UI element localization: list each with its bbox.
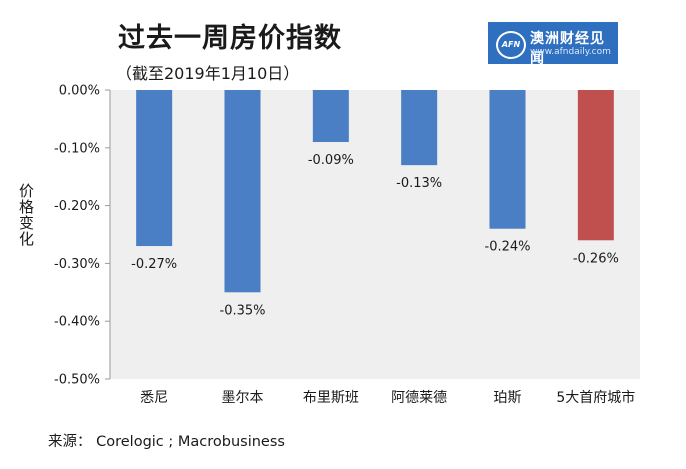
data-label: -0.26% [573, 251, 619, 266]
data-label: -0.35% [220, 303, 266, 318]
brand-logo: AFN 澳洲财经见闻 www.afndaily.com [488, 22, 618, 67]
category-label: 悉尼 [140, 390, 168, 406]
data-label: -0.09% [308, 153, 354, 168]
logo-url: www.afndaily.com [530, 47, 611, 57]
bar [577, 90, 614, 241]
y-tick-label: -0.10% [54, 141, 100, 156]
chart-subtitle: （截至2019年1月10日） [116, 64, 300, 83]
bar [312, 90, 349, 143]
y-tick-label: -0.30% [54, 257, 100, 272]
y-tick-label: -0.20% [54, 199, 100, 214]
y-tick-label: 0.00% [59, 84, 100, 99]
data-label: -0.24% [485, 240, 531, 255]
category-label: 阿德莱德 [391, 390, 447, 406]
chart-title: 过去一周房价指数 [118, 23, 342, 54]
bar [489, 90, 526, 229]
logo-name: 澳洲财经见闻 [530, 31, 605, 67]
afn-badge-icon: AFN [496, 31, 526, 59]
category-label: 墨尔本 [222, 390, 264, 406]
plot-area [110, 90, 640, 379]
y-axis-label: 价格变化 [17, 183, 35, 247]
category-label: 布里斯班 [303, 390, 359, 406]
category-label: 珀斯 [494, 390, 522, 406]
category-label: 5大首府城市 [556, 389, 635, 406]
y-tick-label: -0.40% [54, 315, 100, 330]
y-tick-label: -0.50% [54, 373, 100, 388]
data-label: -0.27% [131, 257, 177, 272]
bar [136, 90, 173, 247]
bar [401, 90, 438, 166]
bar [224, 90, 261, 293]
data-label: -0.13% [396, 176, 442, 191]
source-note: 来源： Corelogic ; Macrobusiness [48, 434, 285, 450]
